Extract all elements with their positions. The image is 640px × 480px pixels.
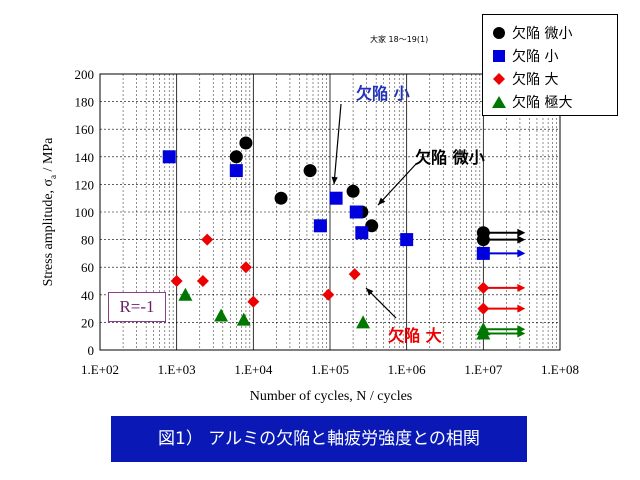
x-tick-label: 1.E+02 (81, 362, 119, 377)
y-tick-label: 80 (81, 233, 94, 248)
annotation-defect-large: 欠陥 大 (388, 326, 442, 345)
data-point-series-1 (313, 219, 327, 233)
legend-item-defect-tiny: 欠陥 微小 (491, 21, 617, 44)
legend-label: 欠陥 極大 (512, 94, 573, 111)
data-point-series-2 (201, 233, 214, 246)
x-axis-label: Number of cycles, N / cycles (250, 389, 413, 404)
triangle-marker-icon (492, 95, 506, 108)
x-tick-label: 1.E+03 (158, 362, 196, 377)
grid-lines (99, 73, 561, 351)
data-points (162, 136, 491, 340)
y-tick-label: 0 (88, 343, 95, 358)
annotation-defect-small: 欠陥 小 (356, 84, 410, 103)
data-point-series-3 (214, 308, 229, 322)
runout-arrowhead (517, 304, 526, 313)
legend-item-defect-large: 欠陥 大 (491, 67, 617, 90)
tick-labels: 1.E+02 1.E+03 1.E+04 1.E+05 1.E+06 1.E+07 1.E+… (75, 67, 580, 377)
plot-frame (99, 73, 561, 351)
data-point-series-1 (229, 164, 243, 178)
callout-arrow-line (377, 163, 417, 206)
data-point-series-0 (346, 184, 360, 198)
data-point-series-1 (476, 246, 490, 260)
data-point-series-1 (329, 191, 343, 205)
data-point-series-3 (236, 312, 251, 326)
legend-label: 欠陥 微小 (512, 25, 573, 42)
data-point-series-2 (239, 261, 252, 274)
legend-label: 欠陥 大 (512, 71, 559, 88)
x-tick-label: 1.E+08 (541, 362, 579, 377)
y-axis-label: Stress amplitude, σa / MPa (41, 137, 58, 287)
square-marker-icon (493, 49, 505, 62)
data-point-series-0 (239, 136, 253, 150)
data-point-series-0 (303, 164, 317, 178)
data-point-series-0 (274, 191, 288, 205)
plot-axes (99, 73, 561, 351)
y-axis-label-main: Stress amplitude, σ (41, 178, 56, 286)
data-point-series-1 (400, 233, 414, 247)
legend: 欠陥 微小 欠陥 小 欠陥 大 欠陥 極大 (482, 14, 618, 116)
y-tick-label: 120 (75, 177, 95, 192)
data-point-series-2 (322, 288, 335, 301)
x-tick-label: 1.E+07 (464, 362, 503, 377)
x-tick-label: 1.E+06 (388, 362, 427, 377)
data-point-series-3 (178, 287, 193, 301)
runout-arrowhead (517, 228, 526, 237)
runout-arrowhead (517, 249, 526, 258)
callout-arrowhead (331, 176, 338, 185)
data-point-series-1 (355, 226, 369, 240)
data-point-series-0 (476, 233, 490, 247)
y-tick-label: 40 (81, 288, 94, 303)
y-tick-label: 60 (81, 260, 94, 275)
data-point-series-1 (162, 150, 176, 164)
runout-arrowhead (517, 329, 526, 338)
y-axis-label-subscript: a (48, 175, 58, 179)
callout-arrowhead (366, 288, 374, 296)
data-point-series-3 (476, 326, 491, 340)
y-tick-label: 100 (75, 205, 95, 220)
data-point-series-2 (477, 281, 490, 294)
callout-arrows (331, 103, 417, 319)
source-note: 大家 18〜19(1) (370, 35, 429, 44)
diamond-marker-icon (493, 72, 505, 85)
data-point-series-1 (349, 205, 363, 219)
annotation-defect-tiny: 欠陥 微小 (415, 148, 485, 167)
y-tick-label: 20 (81, 315, 94, 330)
y-tick-label: 140 (75, 150, 95, 165)
data-point-series-2 (170, 275, 183, 287)
data-point-series-2 (196, 275, 209, 287)
figure-caption: 図1） アルミの欠陥と軸疲労強度との相関 (111, 416, 527, 462)
y-tick-label: 200 (75, 67, 95, 82)
y-tick-label: 180 (75, 95, 95, 110)
circle-marker-icon (493, 26, 505, 39)
legend-item-defect-huge: 欠陥 極大 (491, 90, 617, 113)
x-tick-label: 1.E+04 (234, 362, 273, 377)
runout-arrowhead (517, 283, 526, 292)
runout-arrowhead (517, 235, 526, 244)
y-tick-label: 160 (75, 122, 95, 137)
x-tick-label: 1.E+05 (311, 362, 349, 377)
data-point-series-3 (356, 315, 371, 329)
data-point-series-2 (247, 295, 260, 308)
y-axis-label-unit: / MPa (41, 137, 56, 175)
legend-label: 欠陥 小 (512, 48, 559, 65)
data-point-series-0 (365, 219, 379, 233)
callout-arrow-line (333, 103, 342, 185)
callout-arrowhead (378, 197, 386, 206)
data-point-series-2 (477, 302, 490, 315)
load-ratio-label: R=-1 (108, 292, 166, 322)
data-point-series-2 (348, 268, 361, 281)
data-point-series-0 (229, 150, 243, 164)
legend-item-defect-small: 欠陥 小 (491, 44, 617, 67)
